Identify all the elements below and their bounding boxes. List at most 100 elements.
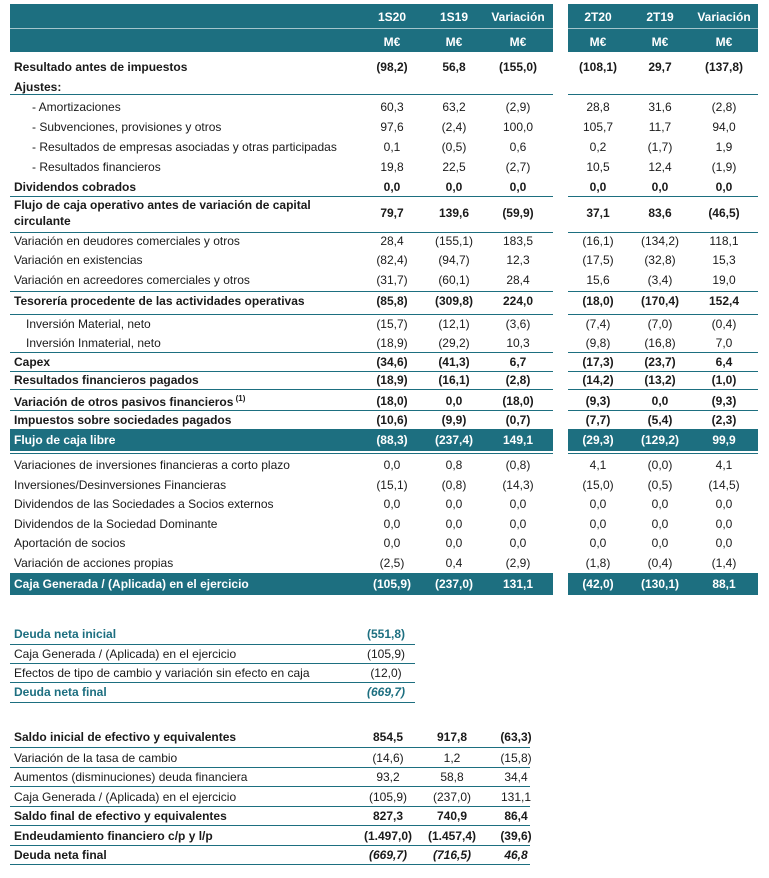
- cash-row-label: Variación de la tasa de cambio: [14, 751, 178, 765]
- cell-value: 0,0: [383, 180, 401, 194]
- cell-value: (29,2): [438, 336, 470, 350]
- cell-value: (108,1): [578, 60, 618, 74]
- cell-value: (34,6): [376, 355, 408, 369]
- cell-value: (2,7): [505, 160, 531, 174]
- cell-value: 0,8: [445, 458, 463, 472]
- row-label: Dividendos de las Sociedades a Socios ex…: [14, 497, 274, 511]
- row-label: Dividendos cobrados: [14, 180, 137, 194]
- cell-value: 1,9: [715, 140, 733, 154]
- cell-value: (9,3): [585, 394, 611, 408]
- row-label: Variación en existencias: [14, 253, 143, 267]
- cell-value: (14,2): [582, 373, 614, 387]
- row-label: Caja Generada / (Aplicada) en el ejercic…: [14, 577, 249, 591]
- cell-value: 0,6: [509, 140, 527, 154]
- cell-value: (32,8): [644, 253, 676, 267]
- row-separator: [568, 410, 758, 411]
- cash-cell-value: 917,8: [436, 730, 468, 744]
- cell-value: 152,4: [708, 294, 740, 308]
- row-separator: [10, 864, 530, 865]
- debt-row-label: Deuda neta final: [14, 685, 107, 699]
- cell-value: (155,0): [498, 60, 538, 74]
- cell-value: 22,5: [442, 160, 466, 174]
- cell-value: 37,1: [586, 206, 610, 220]
- cash-cell-value: 131,1: [500, 790, 532, 804]
- cell-value: (2,8): [505, 373, 531, 387]
- cell-value: 15,6: [586, 273, 610, 287]
- cash-cell-value: (1.457,4): [427, 829, 477, 843]
- row-separator: [568, 314, 758, 315]
- cell-value: 19,8: [380, 160, 404, 174]
- cell-value: (9,3): [711, 394, 737, 408]
- cell-value: (18,0): [502, 394, 534, 408]
- unit-label: M€: [383, 35, 401, 49]
- cell-value: (46,5): [708, 206, 740, 220]
- row-label: Impuestos sobre sociedades pagados: [14, 413, 232, 427]
- cell-value: (0,4): [711, 317, 737, 331]
- cell-value: 131,1: [502, 577, 534, 591]
- row-label: Resultados financieros pagados: [14, 373, 199, 387]
- cell-value: 0,0: [589, 497, 607, 511]
- cell-value: 105,7: [582, 120, 614, 134]
- cell-value: (18,0): [582, 294, 614, 308]
- cell-value: (7,7): [585, 413, 611, 427]
- cell-value: (7,0): [647, 317, 673, 331]
- cell-value: (14,5): [708, 478, 740, 492]
- row-label: Variación de acciones propias: [14, 556, 174, 570]
- row-label: Capex: [14, 355, 51, 369]
- row-separator: [10, 663, 415, 664]
- cell-value: (16,1): [582, 234, 614, 248]
- row-separator: [10, 825, 530, 826]
- col-header-2t19: 2T19: [646, 10, 674, 24]
- cell-value: 6,4: [715, 355, 733, 369]
- row-separator: [568, 94, 758, 95]
- cell-value: 6,7: [509, 355, 527, 369]
- row-separator: [10, 232, 553, 233]
- cell-value: 183,5: [502, 234, 534, 248]
- cell-value: 29,7: [648, 60, 672, 74]
- cash-cell-value: 1,2: [443, 751, 461, 765]
- cell-value: 0,0: [651, 180, 669, 194]
- cell-value: 0,0: [509, 497, 527, 511]
- col-header-1s19: 1S19: [439, 10, 469, 24]
- row-separator: [10, 767, 530, 768]
- cell-value: 0,0: [651, 497, 669, 511]
- unit-label: M€: [509, 35, 527, 49]
- cell-value: 4,1: [715, 458, 733, 472]
- row-separator: [10, 702, 415, 703]
- highlight-row-bg: [10, 573, 553, 595]
- cell-value: (12,1): [438, 317, 470, 331]
- row-label: Aportación de socios: [14, 536, 126, 550]
- cell-value: (5,4): [647, 413, 673, 427]
- row-separator: [10, 352, 553, 353]
- cell-value: (41,3): [438, 355, 470, 369]
- cell-value: 0,0: [715, 497, 733, 511]
- cell-value: (29,3): [582, 433, 614, 447]
- cell-value: (2,4): [441, 120, 467, 134]
- row-separator: [10, 786, 530, 787]
- row-separator: [568, 389, 758, 390]
- col-header-2t20: 2T20: [584, 10, 612, 24]
- cash-cell-value: 34,4: [504, 770, 528, 784]
- cell-value: (18,9): [376, 336, 408, 350]
- cell-value: (10,6): [376, 413, 408, 427]
- debt-row-label: Efectos de tipo de cambio y variación si…: [14, 666, 310, 680]
- debt-row-value: (669,7): [366, 685, 406, 699]
- row-label: Flujo de caja operativo antes de variaci…: [14, 198, 311, 212]
- row-separator: [10, 410, 553, 411]
- row-separator: [10, 94, 553, 95]
- cell-value: 0,0: [383, 517, 401, 531]
- cash-cell-value: (14,6): [372, 751, 404, 765]
- cash-cell-value: (1.497,0): [363, 829, 413, 843]
- cell-value: 28,4: [380, 234, 404, 248]
- row-label: Variación de otros pasivos financieros (…: [14, 394, 246, 409]
- cell-value: (137,8): [704, 60, 744, 74]
- header-divider: [10, 28, 758, 29]
- cell-value: 0,0: [589, 517, 607, 531]
- cell-value: (13,2): [644, 373, 676, 387]
- cell-value: (309,8): [434, 294, 474, 308]
- unit-label: M€: [651, 35, 669, 49]
- cell-value: 63,2: [442, 100, 466, 114]
- cell-value: 0,0: [651, 536, 669, 550]
- cell-value: 10,5: [586, 160, 610, 174]
- cell-value: (15,1): [376, 478, 408, 492]
